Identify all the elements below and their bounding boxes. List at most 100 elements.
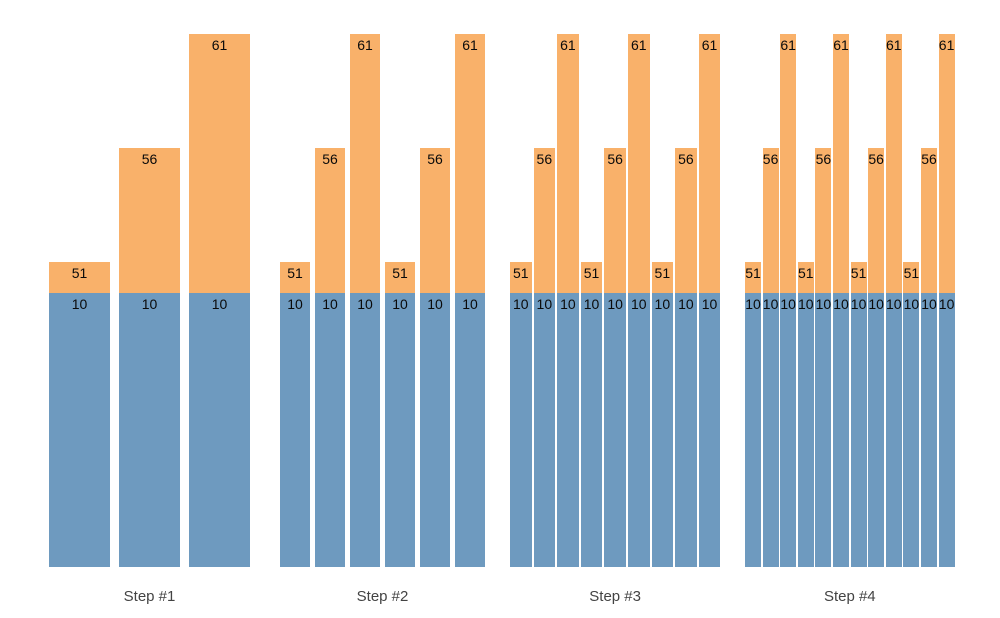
bar: 51 10 <box>651 262 674 567</box>
bar: 61 10 <box>885 34 902 567</box>
bar-top-segment: 51 <box>797 262 814 293</box>
bar: 56 10 <box>420 148 450 567</box>
bar-value-label: 56 <box>536 151 553 167</box>
bar-base-segment: 10 <box>533 293 556 567</box>
bar-value-label: 56 <box>141 151 158 167</box>
bar-base-segment: 10 <box>580 293 603 567</box>
bar-top-segment: 56 <box>119 148 180 293</box>
bar-base-segment: 10 <box>119 293 180 567</box>
bar-base-segment: 10 <box>762 293 779 567</box>
bar-value-label: 61 <box>630 37 647 53</box>
bar: 56 10 <box>921 148 937 567</box>
bar-value-label: 56 <box>815 151 832 167</box>
bar: 61 10 <box>833 34 849 567</box>
bar-base-segment: 10 <box>780 293 797 567</box>
bar-value-label: 61 <box>462 37 478 53</box>
bar-top-segment: 51 <box>49 262 110 293</box>
bar: 56 10 <box>815 148 832 567</box>
bar-top-segment: 61 <box>189 34 250 293</box>
bar-base-segment: 10 <box>315 293 345 567</box>
bar-base-segment: 10 <box>557 293 579 567</box>
bar-base-segment: 10 <box>797 293 814 567</box>
bar-value-label: 51 <box>798 265 814 281</box>
bar-top-segment: 51 <box>651 262 674 293</box>
bar-base-label: 10 <box>701 296 718 312</box>
bar-base-segment: 10 <box>921 293 937 567</box>
bar-value-label: 56 <box>322 151 338 167</box>
bar-top-segment: 61 <box>350 34 380 293</box>
bar-value-label: 61 <box>701 37 718 53</box>
bar-top-segment: 61 <box>885 34 902 293</box>
bar-base-segment: 10 <box>49 293 110 567</box>
bar: 51 10 <box>745 262 761 567</box>
bar-value-label: 51 <box>583 265 600 281</box>
bar-value-label: 51 <box>287 265 303 281</box>
step-group-label: Step #4 <box>823 588 876 605</box>
bar-base-segment: 10 <box>745 293 761 567</box>
bar: 56 10 <box>604 148 626 567</box>
bar: 61 10 <box>557 34 579 567</box>
bar-value-label: 61 <box>211 37 228 53</box>
bar-value-label: 51 <box>745 265 761 281</box>
bar-base-segment: 10 <box>850 293 867 567</box>
bar-base-label: 10 <box>630 296 647 312</box>
bar: 51 10 <box>903 262 920 567</box>
bar-top-segment: 61 <box>628 34 650 293</box>
bar-base-label: 10 <box>780 296 796 312</box>
bar-top-segment: 56 <box>815 148 832 293</box>
bar-base-segment: 10 <box>604 293 626 567</box>
bar-value-label: 56 <box>868 151 884 167</box>
bar-base-segment: 10 <box>698 293 721 567</box>
bar: 61 10 <box>189 34 250 567</box>
bar-value-label: 61 <box>938 37 955 53</box>
bar-top-segment: 56 <box>604 148 626 293</box>
bar-base-label: 10 <box>938 296 955 312</box>
bar-base-label: 10 <box>762 296 779 312</box>
bar-base-label: 10 <box>745 296 761 312</box>
bar-base-label: 10 <box>903 296 920 312</box>
step-group-label: Step #1 <box>123 588 176 605</box>
bar: 61 10 <box>698 34 721 567</box>
bar-top-segment: 61 <box>455 34 485 293</box>
bar: 56 10 <box>533 148 556 567</box>
bar-value-label: 56 <box>607 151 623 167</box>
bar-base-label: 10 <box>141 296 158 312</box>
bar-base-label: 10 <box>678 296 694 312</box>
bar-base-segment: 10 <box>189 293 250 567</box>
bar-base-label: 10 <box>211 296 228 312</box>
bar-base-label: 10 <box>886 296 902 312</box>
bar: 56 10 <box>762 148 779 567</box>
bar-base-label: 10 <box>868 296 884 312</box>
bar-value-label: 56 <box>678 151 694 167</box>
bar-base-label: 10 <box>536 296 553 312</box>
bar-base-segment: 10 <box>885 293 902 567</box>
bar-base-label: 10 <box>322 296 338 312</box>
bar: 56 10 <box>315 148 345 567</box>
bar-top-segment: 56 <box>315 148 345 293</box>
bar-top-segment: 61 <box>938 34 955 293</box>
bar-top-segment: 56 <box>420 148 450 293</box>
bar-top-segment: 56 <box>675 148 697 293</box>
bar-base-label: 10 <box>833 296 849 312</box>
bar-top-segment: 51 <box>385 262 415 293</box>
bar: 51 10 <box>49 262 110 567</box>
bar: 61 10 <box>350 34 380 567</box>
bar-top-segment: 56 <box>868 148 885 293</box>
bar: 61 10 <box>628 34 650 567</box>
bar-base-label: 10 <box>392 296 408 312</box>
bar: 51 10 <box>580 262 603 567</box>
bar-base-segment: 10 <box>350 293 380 567</box>
bar-base-label: 10 <box>607 296 623 312</box>
bar-value-label: 51 <box>903 265 920 281</box>
bar-base-segment: 10 <box>628 293 650 567</box>
bar-base-label: 10 <box>71 296 88 312</box>
bar-base-segment: 10 <box>385 293 415 567</box>
bar-value-label: 61 <box>780 37 796 53</box>
bar-base-segment: 10 <box>868 293 885 567</box>
bar-base-label: 10 <box>560 296 576 312</box>
bar-base-label: 10 <box>427 296 443 312</box>
bar-top-segment: 51 <box>850 262 867 293</box>
bar-base-label: 10 <box>287 296 303 312</box>
bar-value-label: 51 <box>654 265 671 281</box>
